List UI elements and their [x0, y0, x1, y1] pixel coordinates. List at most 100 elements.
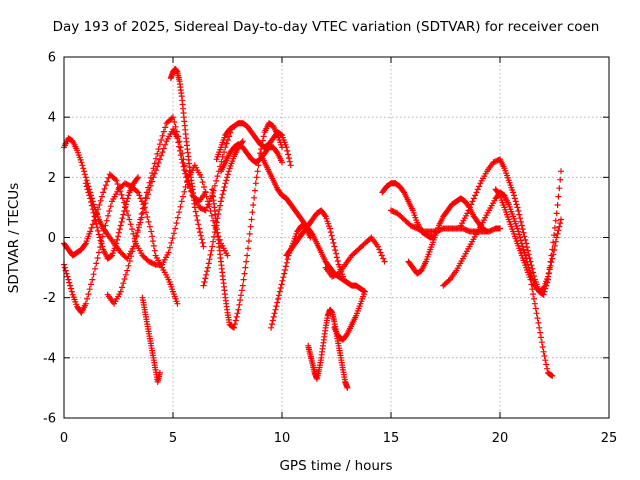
data-point — [200, 243, 207, 250]
data-point — [82, 300, 89, 307]
data-point — [558, 168, 564, 175]
data-point — [541, 288, 548, 295]
data-point — [213, 177, 220, 184]
data-point — [241, 270, 248, 277]
data-point — [283, 259, 290, 266]
data-point — [275, 295, 282, 302]
data-point — [177, 203, 184, 210]
data-point — [210, 238, 217, 245]
data-point — [156, 369, 163, 376]
data-point — [252, 180, 259, 187]
data-point — [224, 252, 231, 259]
data-point — [170, 230, 177, 237]
data-point — [212, 224, 219, 231]
data-point — [193, 212, 200, 219]
data-point — [204, 264, 211, 271]
data-point — [540, 348, 547, 355]
data-point — [147, 174, 154, 181]
data-point — [202, 275, 209, 282]
data-point — [90, 271, 97, 278]
data-point — [96, 202, 103, 208]
data-point — [468, 201, 475, 208]
data-point — [106, 208, 113, 214]
data-point — [557, 220, 564, 227]
data-point — [95, 227, 101, 234]
data-point — [95, 249, 102, 256]
data-point — [268, 324, 275, 331]
data-point — [95, 206, 101, 213]
data-point — [274, 299, 281, 306]
data-point — [537, 329, 544, 336]
data-point — [235, 306, 242, 313]
data-point — [98, 193, 105, 200]
data-point — [271, 310, 278, 317]
data-point — [525, 251, 532, 258]
data-point — [331, 243, 338, 250]
data-point — [238, 292, 244, 299]
data-point — [272, 306, 279, 313]
data-point — [275, 292, 282, 299]
series-sat-7 — [167, 66, 207, 250]
data-point — [543, 361, 550, 368]
data-point — [260, 133, 267, 140]
data-point — [549, 372, 556, 379]
data-point — [87, 195, 94, 202]
data-point — [283, 144, 290, 151]
data-point — [277, 285, 284, 291]
data-point — [531, 295, 537, 302]
data-point — [223, 140, 230, 147]
data-point — [546, 264, 553, 271]
data-point — [89, 276, 96, 283]
data-point — [516, 211, 523, 218]
data-point — [143, 189, 150, 196]
data-point — [545, 270, 552, 277]
data-point — [88, 202, 95, 209]
data-point — [93, 260, 100, 267]
data-point — [511, 192, 517, 199]
data-point — [282, 263, 289, 270]
data-point — [61, 264, 68, 271]
data-point — [121, 276, 128, 282]
data-point — [90, 209, 97, 216]
data-point — [214, 173, 221, 180]
data-point — [179, 150, 186, 157]
data-point — [270, 313, 277, 320]
data-point — [129, 226, 135, 233]
data-point — [87, 228, 94, 235]
data-point — [528, 281, 535, 288]
data-point — [344, 384, 351, 391]
data-point — [162, 141, 169, 148]
x-tick-labels: 0 5 10 15 20 25 — [60, 431, 617, 446]
data-point — [219, 153, 226, 160]
data-point — [122, 180, 128, 187]
data-point — [171, 119, 178, 125]
data-point — [217, 202, 224, 209]
data-point — [527, 258, 534, 265]
data-point — [118, 191, 125, 198]
data-point — [158, 137, 165, 143]
data-point — [136, 192, 143, 199]
data-point — [521, 233, 528, 240]
data-point — [177, 144, 184, 151]
data-point — [233, 313, 240, 320]
data-point — [115, 233, 122, 240]
data-point — [531, 300, 538, 307]
data-point — [144, 214, 151, 220]
data-point — [246, 230, 253, 237]
data-point — [116, 226, 123, 233]
data-point — [545, 276, 551, 283]
data-point — [154, 150, 161, 157]
data-point — [544, 279, 551, 286]
data-point — [510, 189, 517, 196]
data-point — [535, 319, 542, 326]
data-point — [330, 239, 337, 246]
data-point — [135, 174, 142, 181]
data-point — [162, 124, 169, 131]
data-point — [165, 249, 172, 256]
data-point — [65, 276, 72, 283]
data-point — [107, 203, 114, 210]
data-point — [540, 291, 547, 298]
data-point — [117, 288, 124, 295]
data-point — [254, 168, 261, 175]
